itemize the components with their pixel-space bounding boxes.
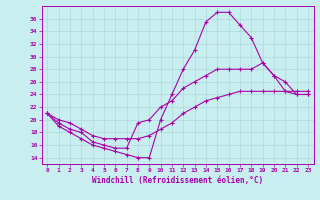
X-axis label: Windchill (Refroidissement éolien,°C): Windchill (Refroidissement éolien,°C) [92, 176, 263, 185]
